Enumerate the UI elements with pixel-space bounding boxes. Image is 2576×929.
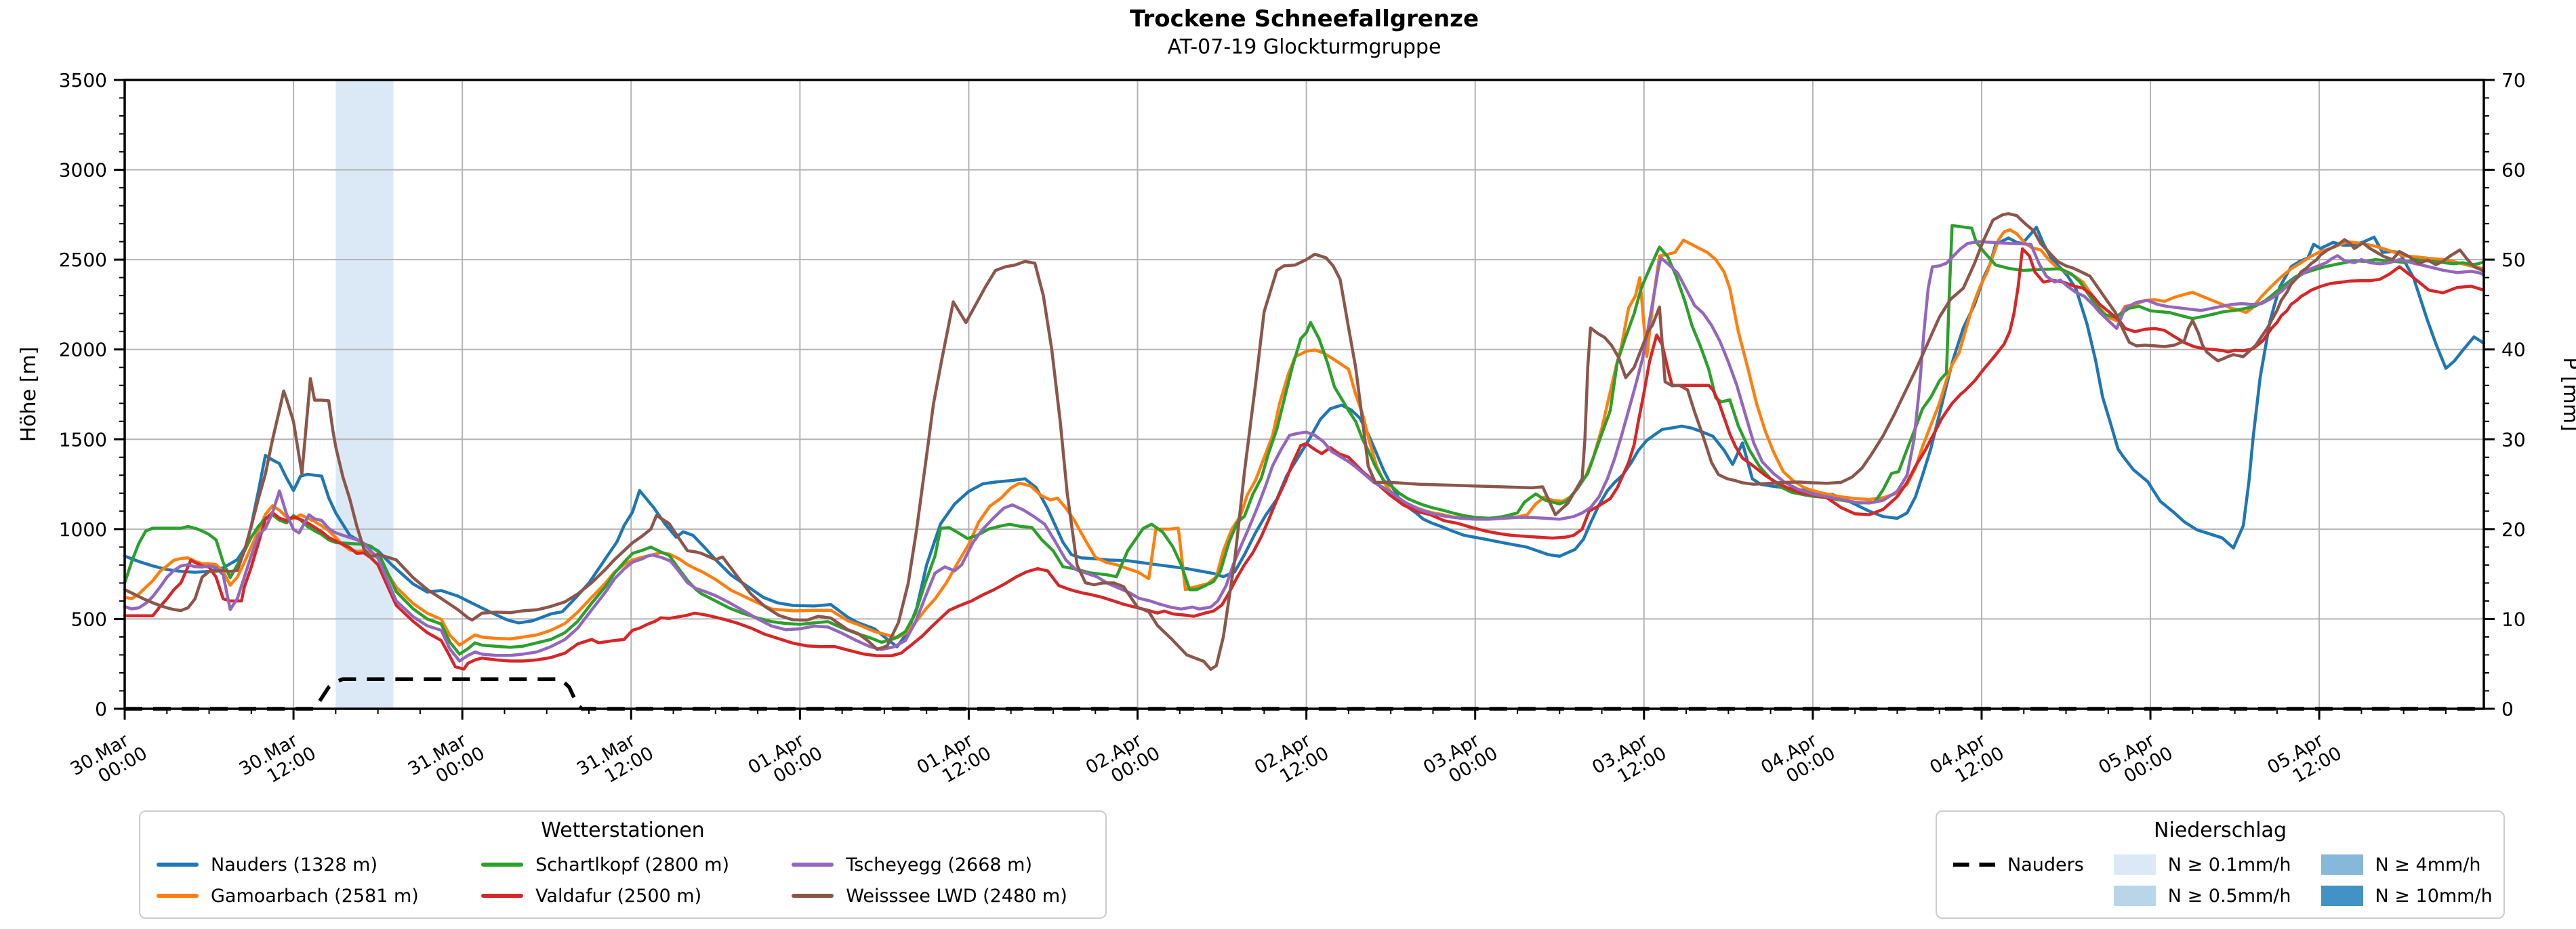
- legend-item-station-3: Schartlkopf (2800 m): [481, 854, 751, 875]
- legend-item-precip-1: N ≥ 0.1mm/h: [2113, 854, 2291, 875]
- legend-item-label: Valdafur (2500 m): [535, 885, 702, 907]
- x-tick-label: 01.Apr00:00: [745, 725, 826, 796]
- y-left-tick-label: 2500: [59, 249, 107, 271]
- y-right-tick-label: 70: [2501, 69, 2526, 91]
- page-title: Trockene Schneefallgrenze: [1129, 5, 1479, 33]
- x-tick-label: 05.Apr12:00: [2264, 725, 2345, 796]
- precip-intensity-band: [335, 80, 394, 709]
- legend-line-swatch: [792, 894, 834, 898]
- legend-item-label: N ≥ 0.5mm/h: [2167, 885, 2291, 907]
- x-tick-label: 03.Apr12:00: [1589, 725, 1670, 796]
- y-right-tick-label: 40: [2501, 339, 2526, 361]
- series-line-6: [123, 212, 2486, 671]
- legend-item-label: Tscheyegg (2668 m): [846, 854, 1032, 875]
- x-tick-label: 05.Apr00:00: [2095, 725, 2176, 796]
- x-tick-label: 04.Apr12:00: [1926, 725, 2007, 796]
- x-tick-label: 31.Mar00:00: [405, 725, 489, 798]
- y-right-tick-label: 60: [2501, 159, 2526, 182]
- series-line-2: [123, 228, 2486, 647]
- legend-weatherstations-items: Nauders (1328 m) Gamoarbach (2581 m) Schar…: [157, 849, 1089, 911]
- legend-item-label: Weisssee LWD (2480 m): [846, 885, 1067, 907]
- x-tick-label: 30.Mar12:00: [236, 725, 320, 798]
- y-right-axis-label: P [mm]: [2558, 357, 2576, 431]
- legend-item-label: Schartlkopf (2800 m): [535, 854, 729, 875]
- page-subtitle: AT-07-19 Glockturmgruppe: [1167, 35, 1442, 59]
- legend-item-label: Nauders (1328 m): [211, 854, 378, 875]
- legend-item-precip-4: N ≥ 10mm/h: [2321, 886, 2493, 907]
- x-tick-label: 31.Mar12:00: [573, 725, 657, 798]
- legend-niederschlag: Niederschlag Nauders N ≥ 0.1mm/h N ≥ 0.5mm…: [1936, 810, 2505, 919]
- legend-item-precip-2: N ≥ 0.5mm/h: [2113, 885, 2291, 907]
- y-left-axis-label: Höhe [m]: [17, 347, 41, 442]
- legend-item-station-4: Valdafur (2500 m): [481, 886, 751, 907]
- y-right-tick-label: 20: [2501, 518, 2526, 541]
- legend-weatherstations: Wetterstationen Nauders (1328 m) Gamoarba…: [139, 810, 1107, 919]
- y-right-tick-label: 30: [2501, 428, 2526, 451]
- legend-item-label: N ≥ 10mm/h: [2375, 885, 2493, 907]
- legend-item-station-2: Gamoarbach (2581 m): [157, 886, 441, 907]
- y-right-tick-label: 0: [2501, 698, 2514, 720]
- y-left-tick-label: 500: [71, 608, 107, 630]
- plot-border: [123, 79, 2485, 710]
- x-tick-label: 02.Apr00:00: [1082, 725, 1164, 796]
- legend-weatherstations-title: Wetterstationen: [541, 819, 705, 842]
- legend-item-nauders-precip: Nauders: [1953, 854, 2084, 875]
- y-left-tick-label: 3500: [59, 69, 107, 91]
- legend-item-precip-3: N ≥ 4mm/h: [2321, 854, 2493, 875]
- y-left-tick-label: 1500: [59, 428, 107, 451]
- legend-niederschlag-items: Nauders N ≥ 0.1mm/h N ≥ 0.5mm/h N ≥ 4mm/h N …: [1953, 849, 2493, 911]
- legend-line-swatch: [481, 894, 524, 898]
- precip-intensity-swatch: [2113, 886, 2156, 906]
- y-left-tick-label: 1000: [59, 518, 107, 541]
- nauders-precip-dashed-line: [125, 677, 2484, 711]
- y-right-tick-label: 10: [2501, 608, 2526, 630]
- legend-line-swatch: [792, 863, 834, 867]
- legend-line-swatch: [157, 863, 199, 867]
- series-line-5: [123, 240, 2486, 663]
- x-tick-label: 30.Mar00:00: [67, 725, 151, 798]
- legend-item-station-5: Tscheyegg (2668 m): [792, 854, 1089, 875]
- legend-item-station-6: Weisssee LWD (2480 m): [792, 886, 1089, 907]
- legend-line-swatch: [157, 894, 199, 898]
- precip-intensity-swatch: [2321, 854, 2363, 875]
- series-line-1: [123, 226, 2486, 648]
- legend-line-swatch: [481, 863, 524, 867]
- legend-item-station-1: Nauders (1328 m): [157, 854, 441, 875]
- series-line-4: [123, 247, 2486, 671]
- dashed-line-swatch: [1953, 863, 1995, 867]
- legend-item-label: N ≥ 0.1mm/h: [2167, 854, 2291, 875]
- y-left-tick-label: 3000: [59, 159, 107, 182]
- legend-item-label: N ≥ 4mm/h: [2375, 854, 2481, 875]
- x-tick-label: 04.Apr00:00: [1757, 725, 1839, 796]
- x-tick-label: 03.Apr00:00: [1420, 725, 1501, 796]
- legend-niederschlag-title: Niederschlag: [2154, 819, 2287, 842]
- legend-item-label: Gamoarbach (2581 m): [211, 885, 419, 907]
- x-tick-label: 01.Apr12:00: [914, 725, 995, 796]
- y-left-tick-label: 2000: [59, 339, 107, 361]
- precip-intensity-swatch: [2321, 886, 2363, 906]
- y-left-tick-label: 0: [95, 698, 107, 720]
- y-right-tick-label: 50: [2501, 249, 2526, 271]
- precip-intensity-swatch: [2113, 854, 2156, 875]
- legend-item-label: Nauders: [2007, 854, 2084, 875]
- x-tick-label: 02.Apr12:00: [1251, 725, 1332, 796]
